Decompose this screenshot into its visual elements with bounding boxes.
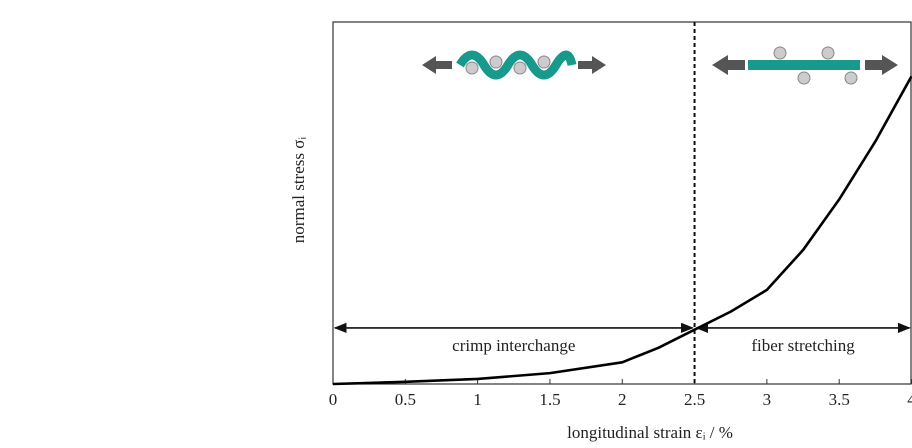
x-tick-label: 2.5 — [684, 390, 705, 409]
annotation-label: crimp interchange — [452, 336, 575, 355]
stretch-icon — [712, 46, 898, 85]
annotation-label: fiber stretching — [751, 336, 855, 355]
x-tick-label: 3 — [763, 390, 772, 409]
x-tick-label: 0.5 — [395, 390, 416, 409]
x-axis-label: longitudinal strain εᵢ / % — [567, 423, 733, 442]
x-tick-label: 2 — [618, 390, 627, 409]
y-axis-label: normal stress σᵢ — [289, 137, 308, 244]
data-line — [332, 75, 912, 386]
x-tick-label: 4 — [907, 390, 912, 409]
plot-frame — [332, 21, 912, 385]
crimp-icon — [422, 50, 606, 80]
x-tick-label: 1.5 — [539, 390, 560, 409]
x-tick-label: 1 — [473, 390, 482, 409]
x-tick-label: 3.5 — [829, 390, 850, 409]
x-tick-label: 0 — [329, 390, 338, 409]
